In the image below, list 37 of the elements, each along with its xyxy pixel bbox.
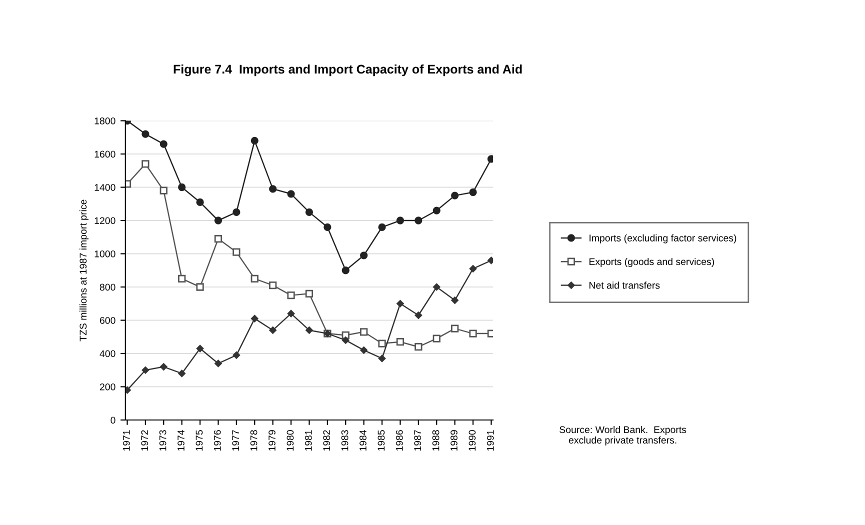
- x-tick-label: 1979: [268, 430, 276, 451]
- x-tick-label: 1990: [468, 430, 476, 451]
- y-tick-label: 1200: [94, 217, 116, 224]
- y-tick-label: 600: [100, 316, 116, 324]
- x-tick-label: 1984: [360, 430, 366, 451]
- y-tick-label: 1600: [94, 150, 116, 158]
- x-tick-label: 1971: [122, 430, 130, 451]
- x-tick-label: 1974: [178, 430, 184, 451]
- x-tick-label: 1976: [214, 430, 221, 451]
- x-tick-label: 1975: [196, 430, 203, 451]
- y-tick-label: 1000: [94, 250, 116, 258]
- x-tick-label: 1987: [414, 430, 422, 451]
- y-axis-title: TZS millions at 1987 import price: [79, 200, 89, 342]
- x-tick-label: 1989: [450, 430, 458, 451]
- x-tick-label: 1977: [232, 430, 240, 451]
- x-tick-label: 1978: [250, 430, 258, 451]
- x-tick-label: 1972: [141, 430, 148, 451]
- legend-label: Net aid transfers: [590, 282, 660, 289]
- legend-label: Exports (goods and services): [590, 258, 714, 268]
- x-tick-label: 1981: [304, 430, 312, 451]
- y-tick-label: 400: [100, 350, 116, 358]
- x-tick-label: 1985: [378, 430, 385, 451]
- y-tick-label: 800: [100, 284, 116, 291]
- x-tick-label: 1983: [341, 430, 348, 451]
- chart-title: Figure 7.4 Imports and Import Capacity of Exports and Aid: [174, 64, 522, 76]
- x-tick-label: 1980: [286, 430, 294, 451]
- x-tick-label: 1986: [396, 430, 403, 451]
- y-tick-label: 1800: [94, 117, 116, 124]
- x-tick-label: 1973: [159, 430, 166, 451]
- x-tick-label: 1991: [486, 430, 494, 451]
- x-tick-label: 1988: [432, 430, 440, 451]
- y-tick-label: 1400: [94, 184, 116, 191]
- source-note: Source: World Bank. Exports exclude private transfers.: [560, 426, 686, 446]
- y-tick-label: 0: [110, 416, 116, 424]
- y-tick-label: 200: [100, 383, 116, 390]
- legend-label: Imports (excluding factor services): [590, 234, 736, 244]
- x-tick-label: 1982: [323, 430, 330, 451]
